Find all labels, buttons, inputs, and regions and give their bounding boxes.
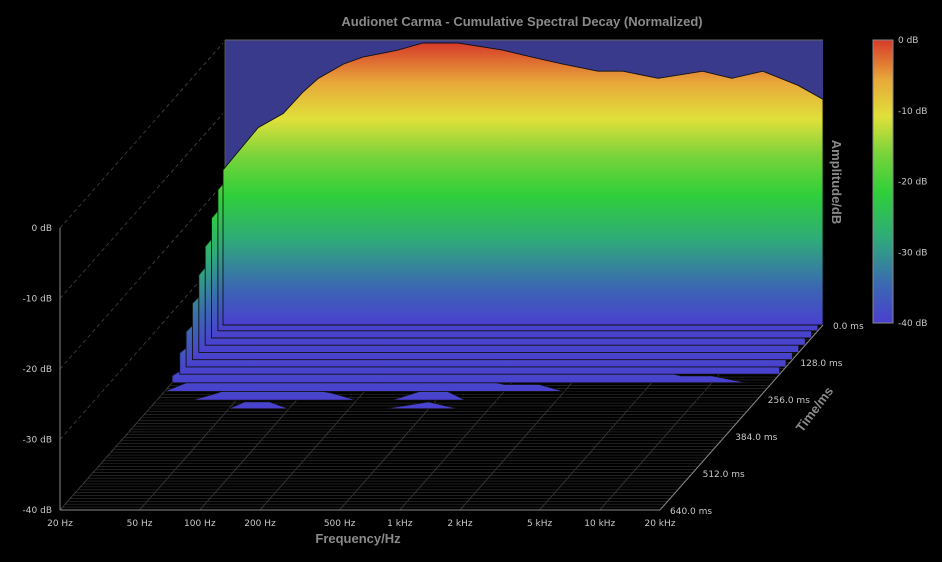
x-tick-label: 500 Hz <box>324 519 356 529</box>
spectral-slice <box>147 401 751 410</box>
colorbar-tick-labels: 0 dB -10 dB -20 dB -30 dB -40 dB <box>898 36 927 329</box>
left-wall-db-gridline <box>59 42 224 229</box>
colorbar-tick-label: 0 dB <box>898 36 918 46</box>
x-tick-label: 5 kHz <box>527 519 553 529</box>
y-axis-label: Amplitude/dB <box>829 140 844 225</box>
z-tick-label: 512.0 ms <box>703 470 745 480</box>
z-tick-label: 384.0 ms <box>735 433 777 443</box>
x-tick-label: 10 kHz <box>584 519 615 529</box>
left-wall-db-gridline <box>59 183 224 370</box>
colorbar <box>872 39 894 324</box>
left-wall-db-gridline <box>59 254 224 440</box>
z-tick-label: 256.0 ms <box>768 396 810 406</box>
y-tick-label: -10 dB <box>23 295 52 305</box>
x-tick-label: 1 kHz <box>387 519 413 529</box>
x-tick-labels: 20 Hz 50 Hz 100 Hz 200 Hz 500 Hz 1 kHz 2 kHz 5 … <box>47 519 676 529</box>
left-wall-db-gridline <box>59 113 224 299</box>
x-tick-label: 100 Hz <box>184 519 216 529</box>
spectral-slices <box>147 42 824 410</box>
z-tick-label: 0.0 ms <box>833 322 864 332</box>
colorbar-tick-label: -10 dB <box>898 107 927 117</box>
y-tick-label: -20 dB <box>23 365 52 375</box>
y-tick-label: 0 dB <box>32 224 52 234</box>
z-tick-labels: 0.0 ms 128.0 ms 256.0 ms 384.0 ms 512.0 ms 64… <box>670 322 864 517</box>
spectral-slice <box>222 42 824 326</box>
z-tick-label: 128.0 ms <box>800 359 842 369</box>
y-tick-label: -40 dB <box>23 506 52 516</box>
x-tick-label: 200 Hz <box>244 519 276 529</box>
y-tick-label: -30 dB <box>23 436 52 446</box>
x-tick-label: 50 Hz <box>127 519 153 529</box>
colorbar-tick-label: -30 dB <box>898 248 927 258</box>
colorbar-tick-label: -20 dB <box>898 178 927 188</box>
chart-title: Audionet Carma - Cumulative Spectral Dec… <box>341 14 702 29</box>
x-tick-label: 20 Hz <box>47 519 73 529</box>
x-tick-label: 2 kHz <box>447 519 473 529</box>
z-axis-line <box>659 324 824 511</box>
x-axis-label: Frequency/Hz <box>315 531 401 546</box>
colorbar-tick-label: -40 dB <box>898 319 927 329</box>
y-tick-labels: 0 dB -10 dB -20 dB -30 dB -40 dB <box>23 224 52 516</box>
x-tick-label: 20 kHz <box>644 519 675 529</box>
z-axis-label: Time/ms <box>793 384 837 435</box>
z-tick-label: 640.0 ms <box>670 507 712 517</box>
